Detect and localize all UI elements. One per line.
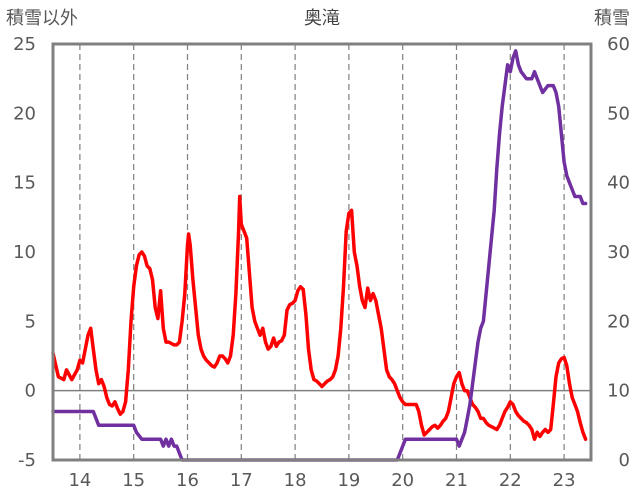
left-tick-label: -5 <box>18 450 36 471</box>
x-tick-label: 15 <box>122 470 145 491</box>
x-tick-label: 16 <box>176 470 199 491</box>
x-tick-label: 21 <box>445 470 468 491</box>
series-lines <box>51 49 588 462</box>
chart-title: 奥滝 <box>304 8 340 29</box>
x-tick-label: 20 <box>391 470 414 491</box>
right-tick-label: 60 <box>607 34 630 55</box>
right-tick-label: 20 <box>607 311 630 332</box>
x-tick-label: 18 <box>284 470 307 491</box>
right-tick-label: 0 <box>619 450 630 471</box>
right-tick-label: 30 <box>607 242 630 263</box>
x-axis-ticks: 14 15 16 17 18 19 20 21 22 23 <box>68 470 575 491</box>
right-tick-label: 50 <box>607 103 630 124</box>
left-tick-label: 0 <box>25 381 36 402</box>
left-axis-label: 積雪以外 <box>6 8 78 29</box>
x-tick-label: 23 <box>553 470 576 491</box>
left-tick-label: 20 <box>13 103 36 124</box>
left-tick-label: 25 <box>13 34 36 55</box>
x-tick-label: 19 <box>337 470 360 491</box>
right-axis-ticks: 60 50 40 30 20 10 0 <box>607 34 630 471</box>
left-axis-ticks: 25 20 15 10 5 0 -5 <box>13 34 36 471</box>
plot-frame <box>51 42 593 462</box>
series-line-1 <box>51 194 588 441</box>
x-tick-label: 14 <box>68 470 91 491</box>
x-tick-label: 22 <box>499 470 522 491</box>
right-tick-label: 10 <box>607 381 630 402</box>
right-tick-label: 40 <box>607 173 630 194</box>
left-tick-label: 15 <box>13 173 36 194</box>
left-tick-label: 5 <box>25 311 36 332</box>
x-tick-label: 17 <box>230 470 253 491</box>
series-line-2 <box>51 49 588 462</box>
right-axis-label: 積雪 <box>594 8 630 29</box>
left-tick-label: 10 <box>13 242 36 263</box>
